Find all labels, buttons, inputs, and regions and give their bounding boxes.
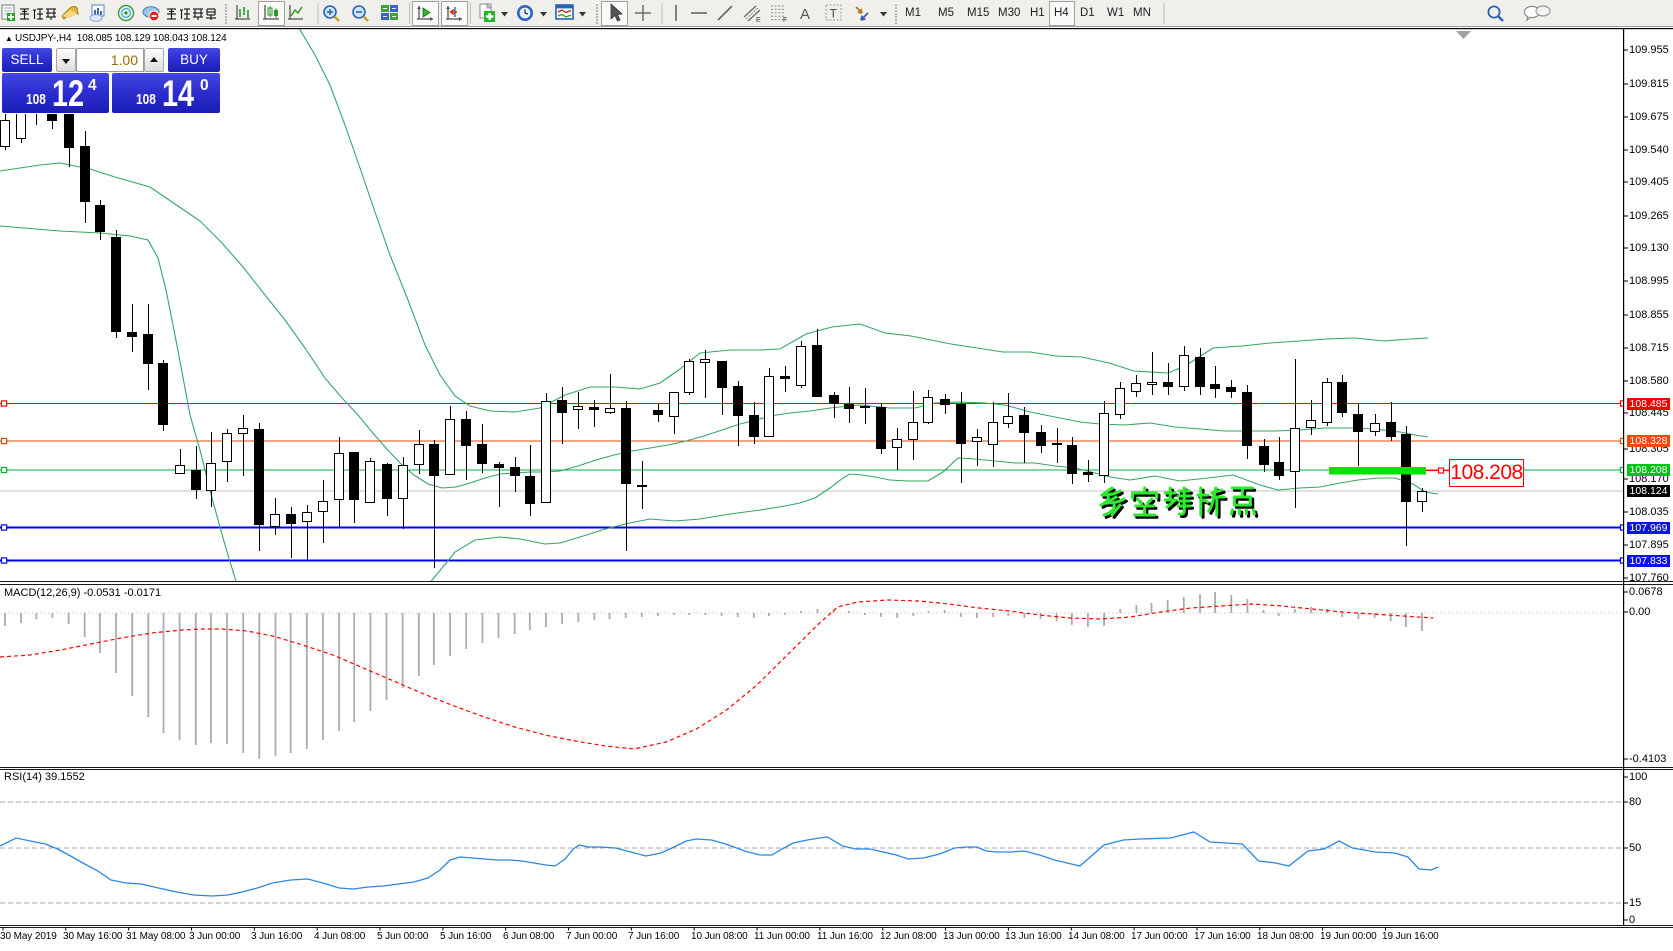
svg-text:T: T bbox=[830, 7, 838, 21]
svg-text:E: E bbox=[756, 17, 761, 24]
svg-text:A: A bbox=[800, 6, 810, 23]
svg-text:F: F bbox=[783, 17, 787, 24]
